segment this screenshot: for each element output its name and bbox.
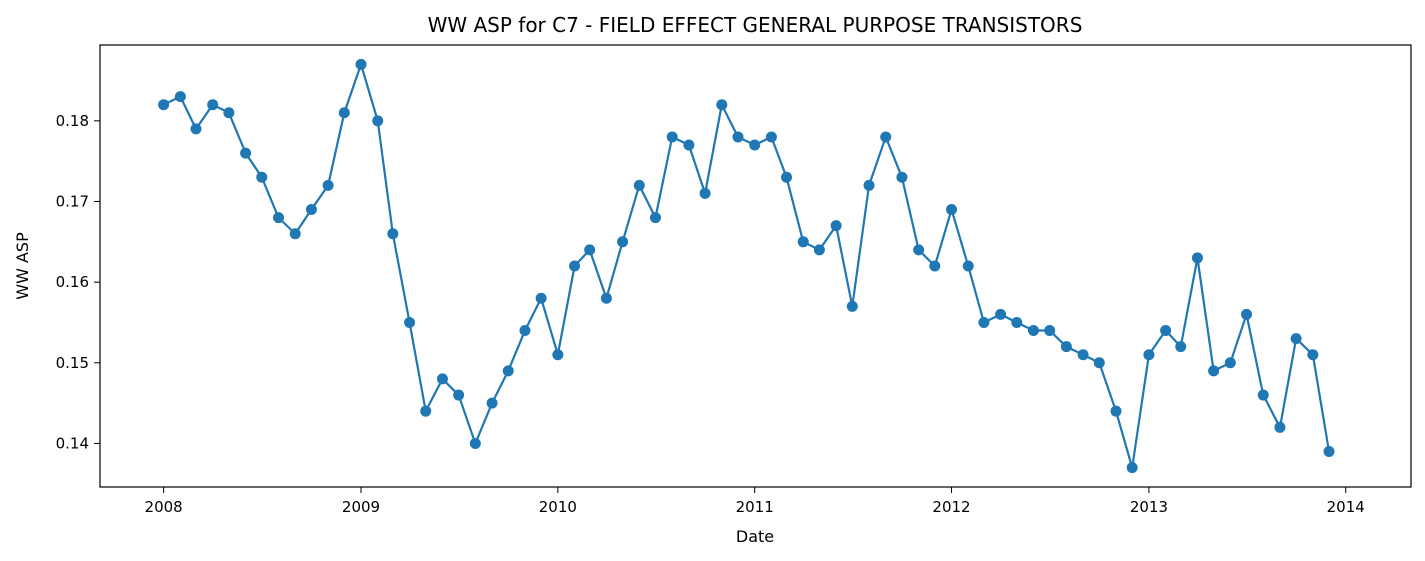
data-point bbox=[240, 147, 252, 159]
y-tick-label: 0.15 bbox=[56, 354, 89, 372]
data-point bbox=[683, 139, 695, 151]
data-point bbox=[1274, 421, 1286, 433]
data-point bbox=[962, 260, 974, 272]
data-point bbox=[387, 228, 399, 240]
data-point bbox=[289, 228, 301, 240]
data-point bbox=[256, 171, 268, 183]
data-point bbox=[1290, 333, 1302, 345]
data-point bbox=[1224, 357, 1236, 369]
data-point bbox=[1126, 462, 1138, 474]
plot-area bbox=[158, 58, 1335, 474]
data-point bbox=[469, 437, 481, 449]
data-point bbox=[552, 349, 564, 361]
data-point bbox=[781, 171, 793, 183]
data-point bbox=[1208, 365, 1220, 377]
data-point bbox=[519, 325, 531, 337]
data-point bbox=[1175, 341, 1187, 353]
data-point bbox=[1093, 357, 1105, 369]
data-point bbox=[830, 220, 842, 232]
data-point bbox=[946, 204, 958, 216]
data-point bbox=[863, 179, 875, 191]
data-point bbox=[1028, 325, 1039, 337]
data-point bbox=[1077, 349, 1089, 361]
series-line bbox=[163, 63, 1331, 469]
data-point bbox=[1257, 389, 1269, 401]
y-tick-label: 0.18 bbox=[56, 112, 89, 130]
data-point bbox=[190, 123, 202, 135]
data-point bbox=[1060, 341, 1072, 353]
x-tick-label: 2013 bbox=[1130, 498, 1168, 516]
data-point bbox=[666, 131, 678, 143]
data-point bbox=[896, 171, 908, 183]
data-point bbox=[372, 115, 384, 127]
data-point bbox=[502, 365, 514, 377]
data-point bbox=[305, 204, 317, 216]
data-point bbox=[436, 373, 448, 385]
data-point bbox=[813, 244, 825, 256]
data-point bbox=[584, 244, 596, 256]
x-axis: 2008 2009 2010 2011 2012 2013 2014 bbox=[145, 487, 1365, 516]
data-point bbox=[995, 308, 1007, 320]
y-tick-label: 0.14 bbox=[56, 434, 89, 452]
x-tick-label: 2012 bbox=[932, 498, 970, 516]
data-point bbox=[913, 244, 925, 256]
data-point bbox=[649, 212, 661, 224]
data-point bbox=[420, 405, 432, 417]
data-point bbox=[880, 131, 892, 143]
x-tick-label: 2010 bbox=[539, 498, 577, 516]
chart-title: WW ASP for C7 - FIELD EFFECT GENERAL PUR… bbox=[428, 13, 1083, 37]
y-tick-label: 0.17 bbox=[56, 192, 89, 210]
data-point bbox=[1191, 252, 1203, 264]
data-point bbox=[273, 212, 284, 224]
x-tick-label: 2011 bbox=[736, 498, 774, 516]
data-point bbox=[617, 236, 629, 248]
data-point bbox=[535, 292, 547, 304]
data-point bbox=[749, 139, 761, 151]
data-point bbox=[338, 107, 350, 119]
data-point bbox=[404, 316, 416, 328]
data-point bbox=[978, 316, 990, 328]
data-point bbox=[765, 131, 777, 143]
data-point bbox=[1143, 349, 1155, 361]
data-point bbox=[846, 300, 858, 312]
x-tick-label: 2008 bbox=[145, 498, 183, 516]
data-point bbox=[1323, 446, 1335, 458]
data-point bbox=[1307, 349, 1319, 361]
data-point bbox=[732, 131, 744, 143]
data-point bbox=[633, 179, 645, 191]
data-point bbox=[1241, 308, 1253, 320]
y-axis-label: WW ASP bbox=[13, 232, 32, 300]
data-point bbox=[1011, 316, 1023, 328]
data-point bbox=[174, 91, 186, 103]
data-point bbox=[569, 260, 581, 272]
data-point bbox=[797, 236, 809, 248]
data-point bbox=[355, 58, 367, 70]
data-point bbox=[322, 179, 334, 191]
data-point bbox=[1160, 325, 1172, 337]
data-point bbox=[223, 107, 235, 119]
data-point bbox=[453, 389, 465, 401]
data-point bbox=[1044, 325, 1056, 337]
data-point bbox=[158, 99, 170, 111]
axes-frame bbox=[99, 44, 1412, 488]
data-point bbox=[600, 292, 612, 304]
x-tick-label: 2009 bbox=[342, 498, 380, 516]
y-axis: 0.14 0.15 0.16 0.17 0.18 bbox=[56, 112, 100, 452]
x-axis-label: Date bbox=[736, 527, 774, 546]
data-point bbox=[207, 99, 219, 111]
x-tick-label: 2014 bbox=[1327, 498, 1365, 516]
data-point bbox=[699, 187, 711, 199]
data-point bbox=[716, 99, 728, 111]
data-point bbox=[1110, 405, 1122, 417]
data-point bbox=[486, 397, 498, 409]
data-point bbox=[929, 260, 941, 272]
y-tick-label: 0.16 bbox=[56, 273, 89, 291]
